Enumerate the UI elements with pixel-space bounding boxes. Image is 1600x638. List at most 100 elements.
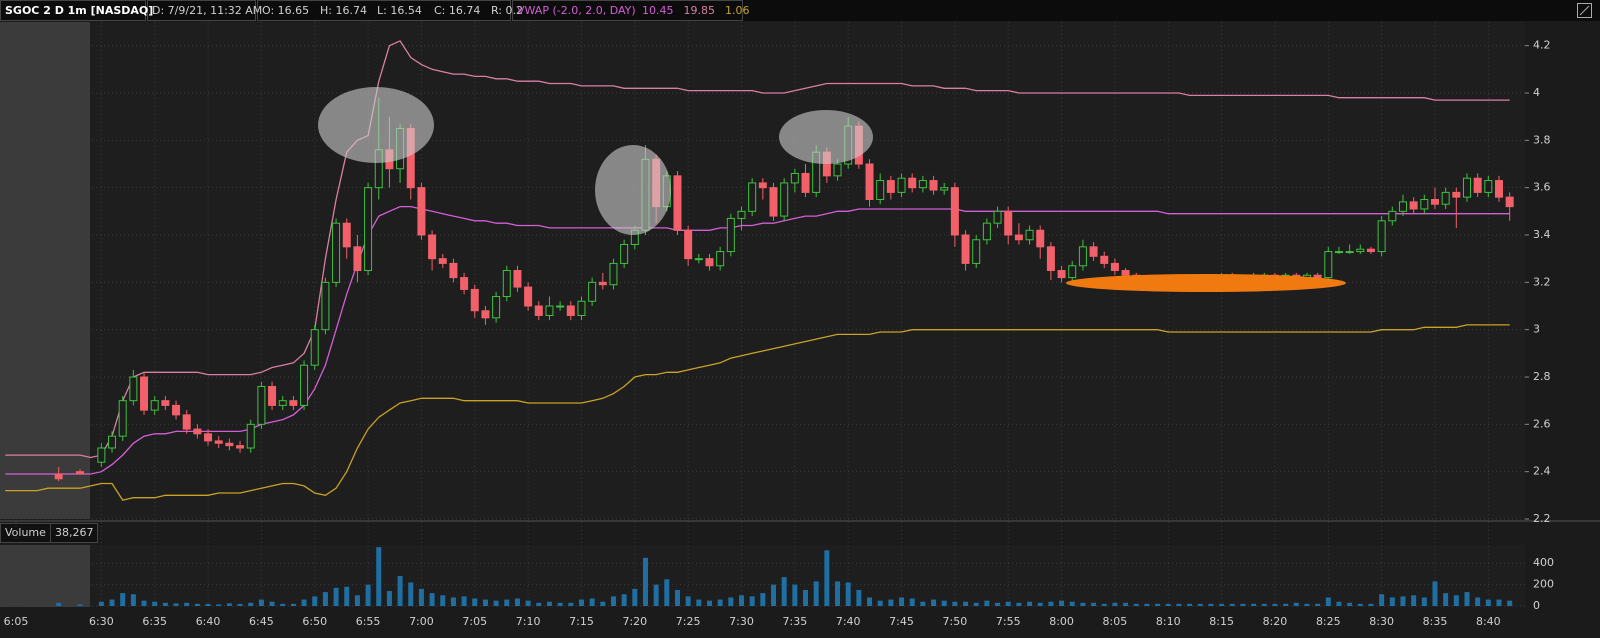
- volume-bar: [1379, 594, 1385, 606]
- volume-bar: [1197, 603, 1203, 606]
- candle-body: [577, 300, 586, 316]
- volume-bar: [429, 593, 435, 606]
- volume-bar: [1421, 597, 1427, 606]
- candle-body: [972, 239, 981, 264]
- volume-bar: [674, 589, 680, 606]
- y-tick-label: 3.4: [1533, 228, 1551, 241]
- candle-body: [204, 433, 213, 442]
- candle-body: [182, 414, 191, 430]
- candle-body: [150, 400, 159, 411]
- candle-body: [1505, 196, 1514, 208]
- candle-body: [492, 296, 501, 319]
- candle-body: [161, 400, 170, 406]
- candle-body: [993, 210, 1002, 224]
- y-tick-label: 4: [1533, 86, 1540, 99]
- candle-body: [460, 277, 469, 290]
- y-tick-label: 2.8: [1533, 370, 1551, 383]
- candle-body: [1366, 248, 1375, 253]
- volume-bar: [1315, 603, 1321, 606]
- expand-icon[interactable]: [1577, 3, 1592, 18]
- info-close: C: 16.74: [434, 4, 480, 17]
- volume-bar: [1112, 602, 1118, 606]
- volume-bar: [1304, 603, 1310, 606]
- x-tick-label: 7:35: [782, 615, 807, 628]
- volume-bar: [514, 598, 520, 606]
- candle-body: [620, 243, 629, 264]
- volume-bar: [995, 602, 1001, 606]
- volume-bar: [354, 595, 360, 606]
- premarket-shade: [0, 22, 90, 519]
- volume-bar: [973, 602, 979, 606]
- volume-bar: [205, 603, 211, 606]
- volume-bar: [472, 598, 478, 606]
- candle-body: [513, 270, 522, 288]
- volume-bar: [1496, 599, 1502, 606]
- volume-bar: [493, 600, 499, 606]
- volume-bar: [440, 595, 446, 606]
- header-boxes: [0, 0, 743, 21]
- volume-bar: [920, 601, 926, 606]
- volume-bar: [1453, 595, 1459, 606]
- y-tick-label: 3.2: [1533, 275, 1551, 288]
- candle-body: [769, 187, 778, 217]
- candle-body: [289, 400, 298, 406]
- volume-bar: [269, 601, 275, 606]
- candle-body: [726, 217, 735, 253]
- candle-body: [609, 262, 618, 286]
- candle-body: [193, 428, 202, 435]
- volume-bar: [408, 582, 414, 606]
- volume-bar: [899, 597, 905, 606]
- candle-body: [236, 445, 245, 449]
- x-tick-label: 7:45: [889, 615, 914, 628]
- candle-body: [1377, 220, 1386, 253]
- x-tick-label: 7:05: [462, 615, 487, 628]
- volume-bar: [835, 581, 841, 606]
- volume-bar: [1240, 603, 1246, 606]
- volume-bar: [621, 594, 627, 606]
- volume-bar: [771, 584, 777, 606]
- volume-bar: [589, 598, 595, 606]
- volume-bar: [1357, 603, 1363, 606]
- candle-body: [428, 234, 437, 260]
- candle-body: [940, 187, 949, 191]
- volume-bar: [760, 593, 766, 606]
- volume-bar: [98, 601, 104, 606]
- volume-bar: [1411, 595, 1417, 606]
- x-tick-label: 6:40: [196, 615, 221, 628]
- candle-body: [140, 376, 149, 411]
- candle-body: [929, 180, 938, 191]
- volume-bar: [376, 547, 382, 606]
- volume-bar: [1475, 597, 1481, 606]
- volume-bar: [450, 597, 456, 606]
- volume-bar: [984, 600, 990, 606]
- volume-bar: [867, 597, 873, 606]
- volume-bar: [1016, 602, 1022, 606]
- candle-body: [332, 222, 341, 283]
- candle-body: [246, 423, 255, 449]
- x-tick-label: 8:10: [1156, 615, 1181, 628]
- candle-body: [1100, 255, 1109, 264]
- symbol-title: SGOC 2 D 1m [NASDAQ]: [5, 4, 153, 17]
- volume-bar: [152, 601, 158, 606]
- candle-body: [353, 246, 362, 271]
- candle-body: [1334, 251, 1343, 254]
- x-tick-label: 6:45: [249, 615, 274, 628]
- volume-bar: [653, 584, 659, 606]
- candle-body: [1313, 274, 1322, 279]
- volume-bar: [194, 603, 200, 606]
- x-tick-label: 7:15: [569, 615, 594, 628]
- volume-bar: [1283, 603, 1289, 606]
- candle-body: [865, 163, 874, 200]
- x-tick-label: 8:00: [1049, 615, 1074, 628]
- study-label: VWAP (-2.0, 2.0, DAY): [517, 4, 636, 17]
- volume-bar: [1048, 601, 1054, 606]
- x-tick-label: 8:35: [1423, 615, 1448, 628]
- candle-body: [470, 288, 479, 312]
- volume-bar: [738, 595, 744, 606]
- candle-body: [566, 305, 575, 316]
- volume-bar: [1293, 602, 1299, 606]
- volume-bar: [386, 591, 392, 606]
- volume-bar: [418, 588, 424, 606]
